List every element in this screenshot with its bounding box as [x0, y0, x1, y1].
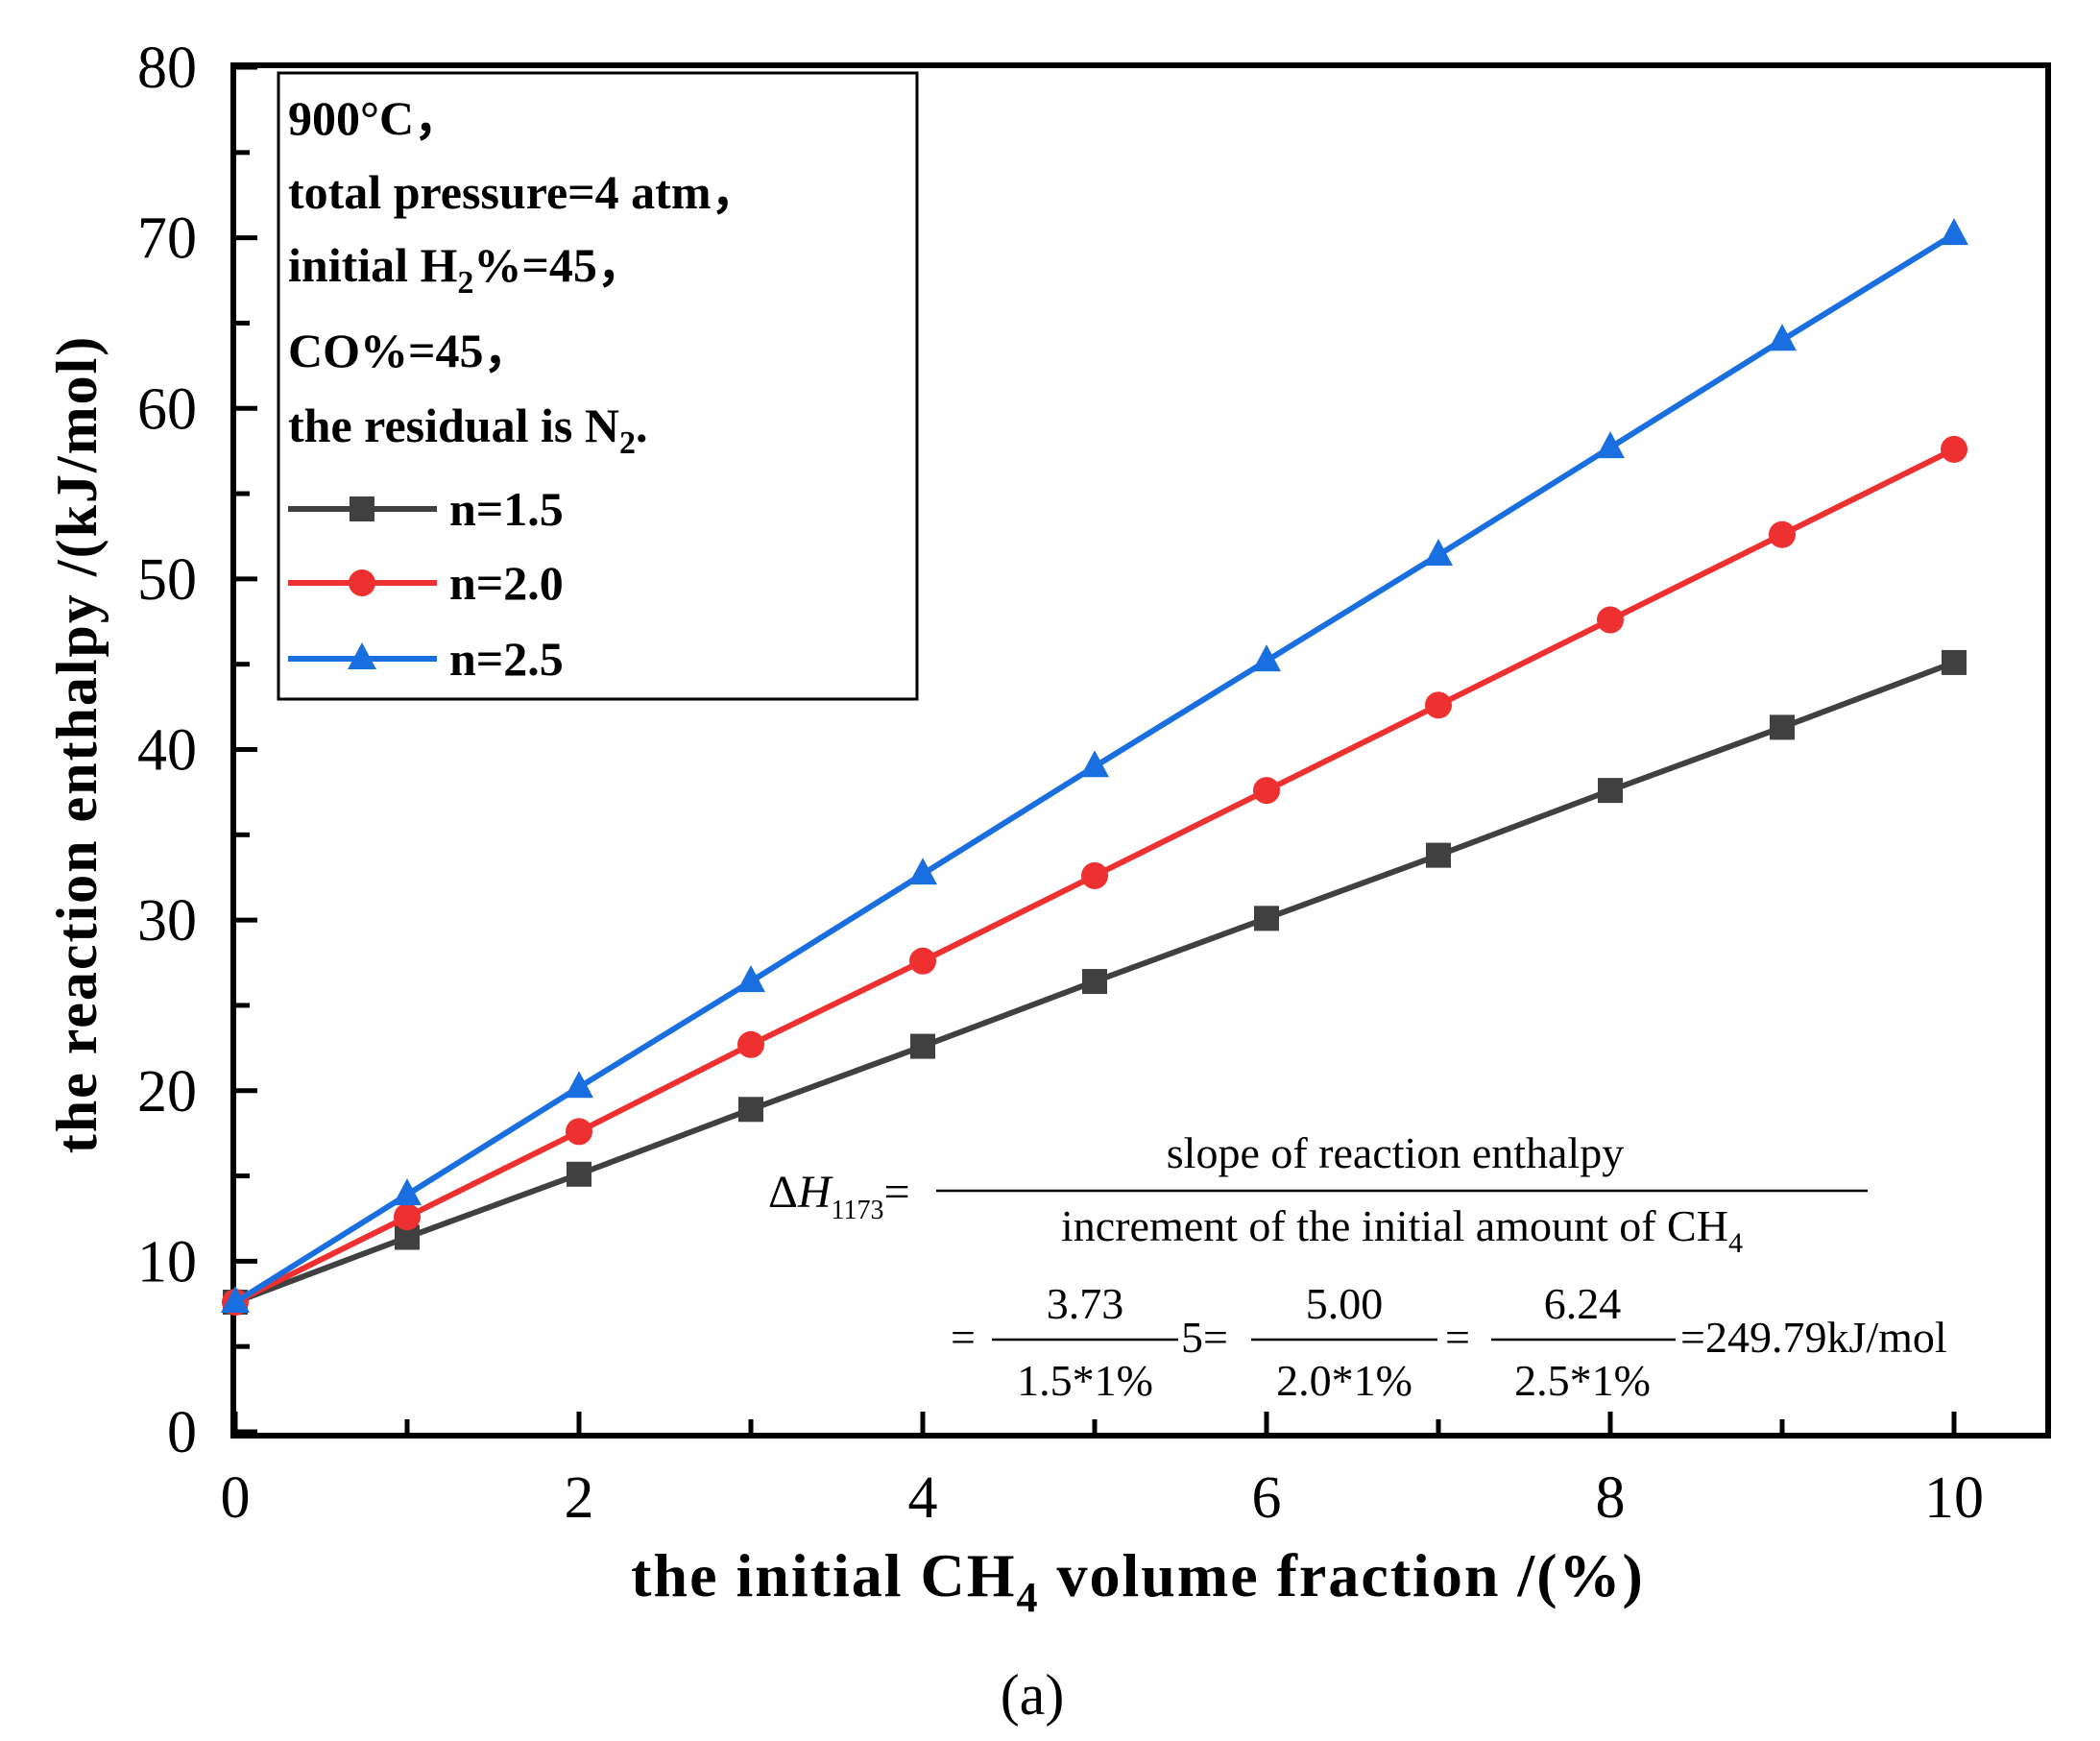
y-tick-label: 40	[137, 718, 197, 784]
legend-entry: n=2.5	[288, 632, 564, 686]
frac3-numerator: 6.24	[1544, 1279, 1622, 1328]
data-point	[1253, 777, 1280, 805]
series-n=2.0	[222, 435, 1967, 1317]
data-point	[1942, 649, 1967, 675]
data-point	[1768, 324, 1797, 351]
legend-label: n=2.0	[449, 556, 564, 610]
plot-frame	[230, 62, 2051, 1439]
x-axis-title: the initial CH4 volume fraction /(%)	[631, 1541, 1645, 1621]
x-tick-label: 10	[1924, 1465, 1984, 1531]
legend-entry: n=1.5	[288, 482, 564, 536]
formula-result: =249.79kJ/mol	[1680, 1313, 1947, 1362]
y-tick-label: 10	[137, 1229, 197, 1294]
condition-temperature: 900°C，	[288, 91, 462, 145]
data-point	[1769, 520, 1796, 548]
y-tick-label: 0	[167, 1400, 197, 1465]
data-point	[909, 947, 936, 975]
data-point	[1598, 778, 1623, 804]
series-n=1.5	[223, 649, 1967, 1316]
x-tick-labels: 0 2 4 6 8 10	[221, 1465, 1985, 1531]
formula-eq3: =	[1445, 1313, 1470, 1362]
data-point	[567, 1161, 591, 1187]
axis-ticks	[232, 64, 1957, 1435]
frac2-numerator: 5.00	[1306, 1279, 1384, 1328]
y-axis-title: the reaction enthalpy /(kJ/mol)	[45, 335, 109, 1154]
legend-entry: n=2.0	[288, 556, 564, 610]
data-point	[1770, 714, 1795, 740]
data-point	[394, 1203, 421, 1231]
x-tick-label: 2	[565, 1465, 594, 1531]
x-tick-label: 0	[221, 1465, 251, 1531]
condition-h2: initial H2%=45，	[288, 238, 645, 301]
y-tick-labels: 0 10 20 30 40 50 60 70 80	[137, 36, 197, 1465]
y-tick-label: 30	[137, 888, 197, 954]
formula-denominator: increment of the initial amount of CH4	[1061, 1201, 1743, 1259]
x-tick-label: 8	[1596, 1465, 1626, 1531]
frac1-denominator: 1.5*1%	[1017, 1356, 1153, 1405]
data-point	[1941, 435, 1967, 463]
formula-numerator: slope of reaction enthalpy	[1167, 1128, 1624, 1177]
data-point	[1080, 750, 1109, 778]
formula-lhs: ΔH1173=	[768, 1167, 910, 1225]
frac3-denominator: 2.5*1%	[1514, 1356, 1651, 1405]
data-point	[736, 965, 765, 993]
formula-annotation: ΔH1173= slope of reaction enthalpy incre…	[768, 1128, 1947, 1405]
y-tick-label: 60	[137, 376, 197, 442]
y-tick-label: 20	[137, 1059, 197, 1124]
y-tick-label: 70	[137, 206, 197, 272]
conditions-text: 900°C， total pressure=4 atm， initial H2%…	[288, 91, 759, 461]
series-layer	[221, 218, 1968, 1317]
legend-box	[277, 71, 919, 701]
y-tick-label: 50	[137, 547, 197, 613]
data-point	[1426, 842, 1451, 868]
y-tick-label: 80	[137, 36, 197, 101]
legend-marker	[348, 642, 376, 669]
data-point	[1254, 906, 1279, 931]
x-tick-label: 6	[1252, 1465, 1282, 1531]
data-point	[738, 1097, 763, 1123]
data-point	[910, 1033, 935, 1059]
data-point	[566, 1118, 592, 1146]
data-point	[1597, 606, 1624, 634]
formula-eq-sign: =	[951, 1313, 976, 1362]
data-point	[737, 1030, 764, 1058]
condition-co: CO%=45，	[288, 324, 532, 377]
legend-label: n=2.5	[449, 632, 564, 686]
data-point	[1082, 969, 1107, 995]
x-tick-label: 4	[908, 1465, 938, 1531]
data-point	[565, 1071, 593, 1099]
condition-residual: the residual is N2.	[288, 399, 647, 461]
frac1-numerator: 3.73	[1047, 1279, 1124, 1328]
formula-mid: 5=	[1181, 1313, 1228, 1362]
legend-label: n=1.5	[449, 482, 564, 536]
data-point	[1425, 691, 1452, 719]
condition-pressure: total pressure=4 atm，	[288, 165, 759, 219]
frac2-denominator: 2.0*1%	[1276, 1356, 1412, 1405]
data-point	[1252, 644, 1281, 672]
data-point	[1940, 218, 1968, 246]
data-point	[1424, 539, 1453, 567]
legend-entries: n=1.5 n=2.0 n=2.5	[288, 482, 564, 686]
legend-marker	[350, 496, 374, 521]
figure-caption: (a)	[1001, 1663, 1065, 1727]
data-point	[1596, 431, 1625, 459]
series-n=2.5	[221, 218, 1968, 1314]
data-point	[1081, 861, 1108, 889]
legend-marker	[349, 569, 375, 596]
data-point	[908, 858, 937, 885]
data-point	[221, 1286, 250, 1314]
data-point	[393, 1178, 422, 1206]
